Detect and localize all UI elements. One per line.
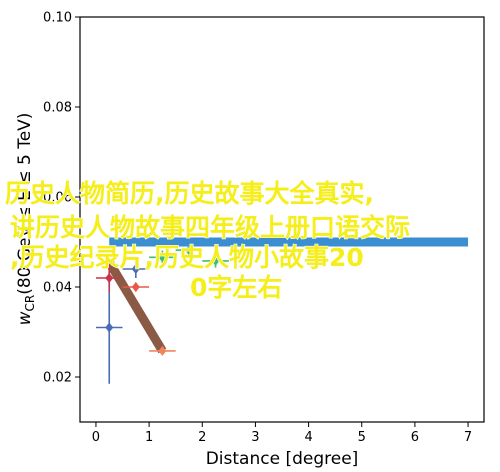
point-1-0	[105, 273, 114, 283]
plot-frame	[79, 16, 485, 423]
point-6-0	[184, 245, 193, 256]
y-tick-label-3: 0.08	[43, 101, 72, 116]
x-tick-label-7: 7	[464, 430, 472, 445]
y-tick-label-0: 0.02	[43, 371, 72, 386]
y-axis-label-symbol: w	[15, 311, 35, 325]
point-3-0	[131, 282, 140, 292]
x-tick-label-1: 1	[145, 430, 153, 445]
x-tick-label-3: 3	[251, 430, 259, 445]
overlay-line-3: ,历史纪录片,历史人物小故事20	[10, 243, 364, 272]
x-tick-label-6: 6	[411, 430, 419, 445]
data-layer	[95, 237, 469, 384]
point-0-0	[105, 322, 114, 333]
x-axis-label: Distance [degree]	[206, 449, 359, 469]
band-1	[105, 259, 167, 354]
x-tick-label-2: 2	[198, 430, 206, 445]
y-axis-label-range: (80 GeV ≤ E ≤ 5 TeV)	[15, 113, 35, 295]
y-tick-label-1: 0.04	[43, 281, 72, 296]
y-axis-label: wCR(80 GeV ≤ E ≤ 5 TeV)	[15, 113, 37, 326]
point-5-0	[158, 252, 167, 263]
overlay-text: 历史人物简历,历史故事大全真实, 讲历史人物故事四年级上册口语交际 ,历史纪录片…	[4, 178, 410, 302]
y-tick-label-2: 0.06	[43, 191, 72, 206]
overlay-line-4: 0字左右	[190, 273, 282, 302]
point-7-0	[211, 255, 220, 266]
point-4-0	[158, 345, 167, 356]
y-axis-label-subscript: CR	[23, 295, 37, 312]
overlay-line-1: 历史人物简历,历史故事大全真实,	[5, 179, 374, 208]
x-tick-label-4: 4	[304, 430, 312, 445]
y-tick-label-4: 0.10	[43, 11, 72, 26]
x-tick-label-0: 0	[92, 430, 100, 445]
axes-layer: 0 1 2 3 4 5 6 7 0.02 0.04 0.06 0.08 0.10	[43, 11, 472, 446]
overlay-line-2: 讲历史人物故事四年级上册口语交际	[10, 213, 410, 242]
point-2-0	[131, 264, 140, 274]
x-tick-label-5: 5	[358, 430, 366, 445]
